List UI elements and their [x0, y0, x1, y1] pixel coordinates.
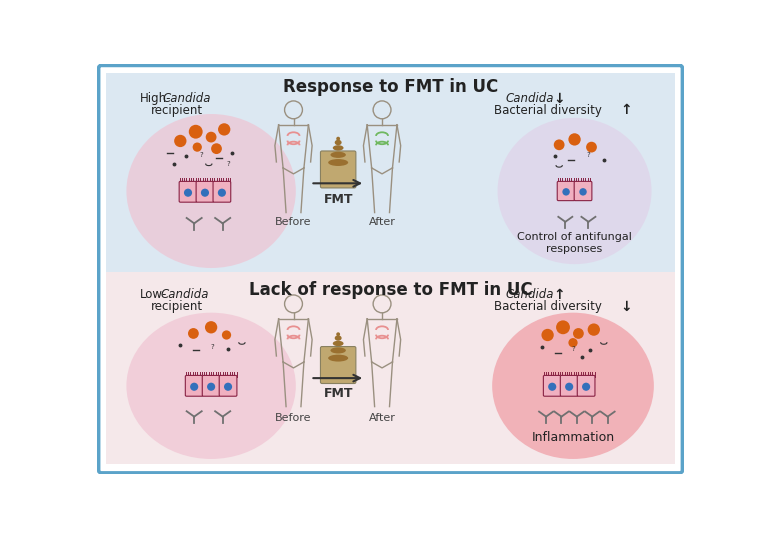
Ellipse shape — [328, 159, 348, 166]
Text: Bacterial diversity: Bacterial diversity — [494, 300, 601, 313]
Text: ?: ? — [572, 346, 575, 352]
Text: ?: ? — [211, 344, 215, 350]
Ellipse shape — [328, 354, 348, 361]
Circle shape — [201, 189, 209, 197]
FancyBboxPatch shape — [575, 181, 592, 200]
Text: Response to FMT in UC: Response to FMT in UC — [283, 78, 498, 96]
FancyBboxPatch shape — [99, 66, 682, 473]
Circle shape — [218, 189, 226, 197]
Circle shape — [224, 383, 232, 391]
Text: After: After — [369, 413, 395, 423]
FancyBboxPatch shape — [557, 181, 575, 200]
Text: Candida: Candida — [160, 288, 209, 302]
FancyBboxPatch shape — [578, 375, 595, 396]
Circle shape — [548, 383, 556, 391]
FancyBboxPatch shape — [202, 375, 220, 396]
FancyBboxPatch shape — [560, 375, 578, 396]
Circle shape — [189, 125, 203, 139]
FancyBboxPatch shape — [321, 151, 356, 188]
Text: ↓: ↓ — [553, 92, 565, 106]
Text: responses: responses — [546, 244, 603, 254]
Circle shape — [556, 320, 570, 334]
Circle shape — [205, 321, 217, 334]
Text: FMT: FMT — [323, 193, 353, 206]
Text: ↑: ↑ — [621, 103, 632, 117]
Circle shape — [193, 142, 202, 152]
Text: High-: High- — [139, 92, 171, 105]
FancyBboxPatch shape — [219, 375, 237, 396]
Text: Candida: Candida — [162, 92, 211, 105]
Circle shape — [568, 338, 578, 348]
Circle shape — [586, 142, 597, 152]
Circle shape — [207, 383, 215, 391]
Text: Candida: Candida — [505, 288, 554, 302]
Circle shape — [188, 328, 199, 339]
Text: Bacterial diversity: Bacterial diversity — [494, 103, 601, 117]
Ellipse shape — [126, 114, 296, 268]
Text: recipient: recipient — [151, 103, 203, 117]
Text: FMT: FMT — [323, 387, 353, 400]
Text: After: After — [369, 217, 395, 227]
Circle shape — [190, 383, 198, 391]
Text: ↑: ↑ — [553, 288, 565, 302]
FancyBboxPatch shape — [321, 346, 356, 384]
Circle shape — [174, 135, 187, 147]
Text: ↓: ↓ — [621, 300, 632, 313]
FancyBboxPatch shape — [185, 375, 203, 396]
Ellipse shape — [331, 348, 346, 353]
Circle shape — [554, 140, 565, 150]
Text: Candida: Candida — [505, 92, 554, 105]
Circle shape — [206, 132, 216, 142]
Circle shape — [568, 133, 581, 146]
FancyBboxPatch shape — [213, 181, 231, 202]
Text: Inflammation: Inflammation — [531, 431, 615, 444]
Ellipse shape — [336, 137, 340, 141]
Text: ?: ? — [199, 152, 203, 158]
Ellipse shape — [126, 313, 296, 459]
Ellipse shape — [331, 152, 346, 158]
Text: recipient: recipient — [151, 300, 203, 313]
Ellipse shape — [333, 341, 344, 346]
Circle shape — [542, 329, 554, 341]
FancyBboxPatch shape — [107, 73, 674, 272]
Text: ?: ? — [226, 161, 230, 167]
Circle shape — [184, 189, 192, 197]
Ellipse shape — [335, 335, 341, 341]
Ellipse shape — [336, 332, 340, 336]
FancyBboxPatch shape — [543, 375, 561, 396]
Circle shape — [582, 383, 591, 391]
Text: Before: Before — [275, 217, 312, 227]
Circle shape — [211, 143, 222, 154]
FancyBboxPatch shape — [179, 181, 197, 202]
Ellipse shape — [333, 145, 344, 151]
Ellipse shape — [335, 140, 341, 145]
Text: Low-: Low- — [139, 288, 167, 302]
Circle shape — [588, 324, 600, 336]
Text: Before: Before — [275, 413, 312, 423]
FancyBboxPatch shape — [196, 181, 214, 202]
Ellipse shape — [498, 118, 652, 264]
Circle shape — [562, 188, 570, 196]
FancyBboxPatch shape — [107, 272, 674, 464]
Circle shape — [218, 123, 230, 135]
Text: Lack of response to FMT in UC: Lack of response to FMT in UC — [248, 280, 533, 298]
Circle shape — [222, 330, 231, 340]
Text: Control of antifungal: Control of antifungal — [517, 232, 632, 242]
Circle shape — [565, 383, 573, 391]
Circle shape — [579, 188, 587, 196]
Ellipse shape — [492, 313, 654, 459]
Text: ?: ? — [587, 152, 591, 158]
Circle shape — [573, 328, 584, 339]
